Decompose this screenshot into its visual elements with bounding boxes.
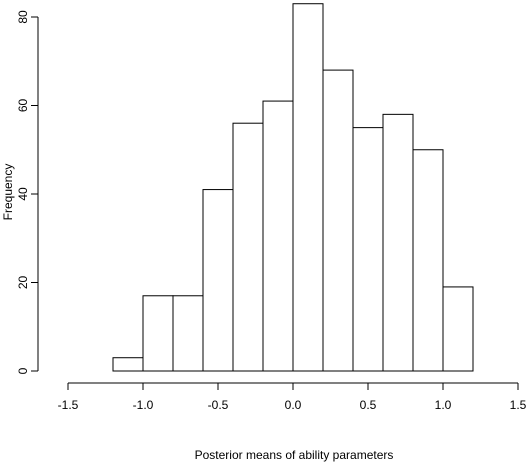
x-tick-label: -1.0	[133, 398, 154, 412]
y-tick-label: 80	[16, 10, 30, 24]
histogram-bar	[292, 3, 324, 372]
histogram-bar	[412, 149, 444, 372]
histogram-bar	[322, 69, 354, 372]
x-tick-label: -0.5	[208, 398, 229, 412]
y-tick-label: 60	[16, 99, 30, 113]
y-tick-label: 20	[16, 276, 30, 290]
histogram-bar	[382, 113, 414, 372]
histogram-bar	[232, 122, 264, 372]
y-axis-label: Frequency	[1, 164, 15, 221]
histogram-bar	[442, 286, 474, 372]
x-axis: -1.5 -1.0 -0.5 0.0 0.5 1.0 1.5	[58, 382, 527, 412]
histogram-bar	[352, 127, 384, 372]
histogram-bar	[262, 100, 294, 372]
histogram-bar	[142, 295, 174, 372]
x-axis-label: Posterior means of ability parameters	[195, 448, 394, 462]
y-axis: 0 20 40 60 80	[16, 10, 39, 374]
x-tick-label: -1.5	[58, 398, 79, 412]
x-tick-label: 0.0	[285, 398, 302, 412]
histogram-bar	[112, 357, 144, 372]
x-tick-label: 0.5	[360, 398, 377, 412]
histogram-bar	[202, 189, 234, 372]
y-tick-label: 0	[16, 367, 30, 374]
x-tick-label: 1.5	[510, 398, 527, 412]
histogram-bar	[172, 295, 204, 372]
x-tick-label: 1.0	[435, 398, 452, 412]
y-tick-label: 40	[16, 187, 30, 201]
bars-group	[112, 3, 474, 372]
